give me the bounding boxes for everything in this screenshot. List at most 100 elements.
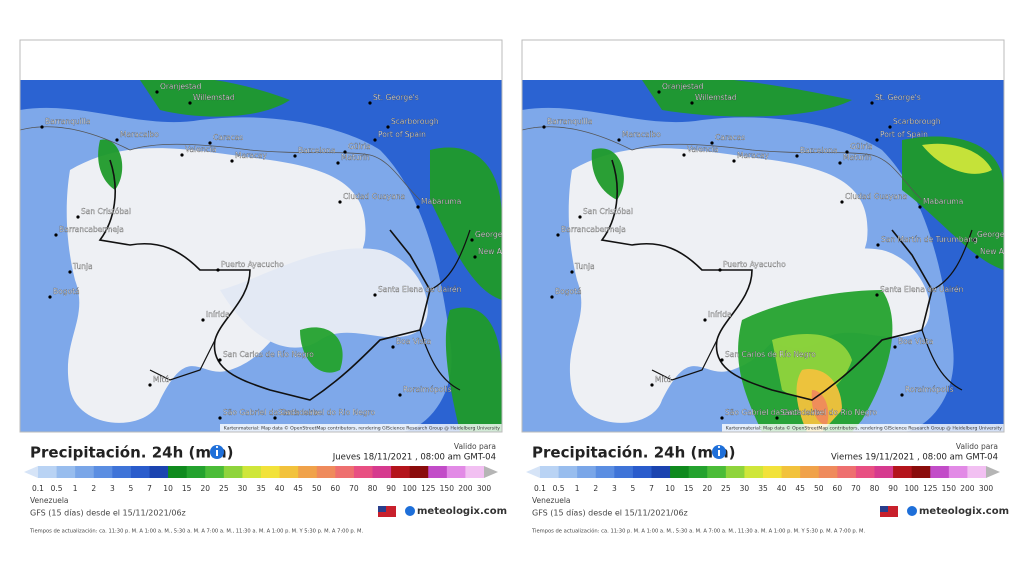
tool-button[interactable] xyxy=(551,42,571,60)
city-dot xyxy=(218,416,222,420)
city-dot xyxy=(416,205,420,209)
city-label: Willemstad xyxy=(695,93,737,102)
legend-label: 45 xyxy=(293,484,303,493)
model-tab[interactable] xyxy=(141,42,181,60)
legend-swatch xyxy=(837,466,857,478)
model-tab[interactable] xyxy=(745,42,779,60)
city-label: Mitú xyxy=(153,375,169,384)
model-tab[interactable] xyxy=(339,42,361,60)
model-tab[interactable] xyxy=(715,42,743,60)
city-label: Tunja xyxy=(72,262,93,271)
tool-button[interactable] xyxy=(118,42,138,60)
legend-label: 50 xyxy=(312,484,322,493)
city-dot xyxy=(428,76,431,79)
model-tab-label: JOYA xyxy=(250,48,269,57)
model-tab-label: ACC xyxy=(285,48,302,57)
panel: Oranjestad Willemstad Kingstown Bridgetown S… xyxy=(19,39,507,535)
model-tab-label: ACC xyxy=(787,48,804,57)
legend-label: 7 xyxy=(649,484,654,493)
city-label: Maracay xyxy=(235,151,267,160)
city-label: Roraimópolis xyxy=(905,385,954,394)
city-dot xyxy=(657,90,661,94)
model-tab[interactable] xyxy=(811,42,833,60)
city-dot xyxy=(373,138,377,142)
city-dot xyxy=(391,345,395,349)
city-label: Oranjestad xyxy=(662,82,703,91)
legend-swatch xyxy=(893,466,913,478)
city-dot xyxy=(208,141,212,145)
legend-swatch xyxy=(930,466,950,478)
model-tab[interactable] xyxy=(309,42,337,60)
city-dot xyxy=(336,161,340,165)
tool-button[interactable] xyxy=(597,42,617,60)
city-dot xyxy=(556,233,560,237)
dry-area xyxy=(220,248,428,348)
city-label: Maturín xyxy=(843,153,872,162)
legend-arrow-left xyxy=(24,466,38,478)
legend-swatch xyxy=(93,466,113,478)
tool-button[interactable] xyxy=(574,42,594,60)
share-button[interactable] xyxy=(980,42,1000,60)
legend-swatch xyxy=(75,466,95,478)
city-label: Kingstown xyxy=(381,67,420,76)
legend-label: 60 xyxy=(331,484,341,493)
city-label: Barranquilla xyxy=(547,117,593,126)
city-dot xyxy=(840,200,844,204)
model-tab[interactable] xyxy=(213,42,241,60)
model-tab[interactable] xyxy=(183,42,211,60)
tool-button[interactable] xyxy=(72,42,92,60)
city-label: Inírida xyxy=(708,310,732,319)
border xyxy=(651,229,973,391)
model-tab[interactable] xyxy=(781,42,809,60)
city-dot xyxy=(155,90,159,94)
valid-time: Jueves 18/11/2021 , 08:00 am GMT-04 xyxy=(332,453,496,463)
city-label: Maracaibo xyxy=(622,130,661,139)
legend-label: 45 xyxy=(795,484,805,493)
legend-swatch xyxy=(130,466,150,478)
city-label: Boa Vista xyxy=(396,337,431,346)
legend-label: 2 xyxy=(593,484,598,493)
border xyxy=(98,159,431,401)
city-label: New Amsterdam xyxy=(980,247,1024,256)
model-tab[interactable] xyxy=(643,42,683,60)
legend-label: 200 xyxy=(458,484,473,493)
info-dot xyxy=(717,445,721,449)
legend-label: 125 xyxy=(421,484,436,493)
city-label: Bogotá xyxy=(53,287,80,296)
legend-swatch xyxy=(800,466,820,478)
legend-label: 2 xyxy=(91,484,96,493)
legend-label: 10 xyxy=(665,484,675,493)
city-dot xyxy=(650,383,654,387)
legend-swatch xyxy=(279,466,299,478)
model-tab[interactable] xyxy=(685,42,713,60)
city-dot xyxy=(972,238,976,242)
city-dot xyxy=(368,101,372,105)
dry-area xyxy=(66,148,366,423)
legend-swatch xyxy=(391,466,411,478)
model-tab-label: GFS xyxy=(219,48,235,57)
city-dot xyxy=(68,270,72,274)
legend-title: Precipitación. 24h (mm) xyxy=(30,444,233,462)
tool-button[interactable] xyxy=(95,42,115,60)
rain-area xyxy=(811,390,829,425)
share-button[interactable] xyxy=(478,42,498,60)
city-label: Bogotá xyxy=(555,287,582,296)
rain-area xyxy=(430,147,502,300)
tool-button[interactable] xyxy=(49,42,69,60)
city-dot xyxy=(578,215,582,219)
model-run: GFS (15 días) desde el 15/11/2021/06z xyxy=(30,509,186,518)
brand-logo xyxy=(405,506,415,516)
legend-label: 3 xyxy=(110,484,115,493)
legend-label: 0.1 xyxy=(534,484,546,493)
tool-button[interactable] xyxy=(26,42,46,60)
rain-area xyxy=(591,148,624,200)
tool-button[interactable] xyxy=(528,42,548,60)
city-label: Valencia xyxy=(687,145,718,154)
legend-label: 0.5 xyxy=(553,484,565,493)
model-tab-label: ECMWF xyxy=(146,48,176,57)
tool-button[interactable] xyxy=(620,42,640,60)
legend-label: 300 xyxy=(477,484,492,493)
model-tab[interactable] xyxy=(243,42,277,60)
legend-swatch xyxy=(725,466,745,478)
model-tab[interactable] xyxy=(279,42,307,60)
